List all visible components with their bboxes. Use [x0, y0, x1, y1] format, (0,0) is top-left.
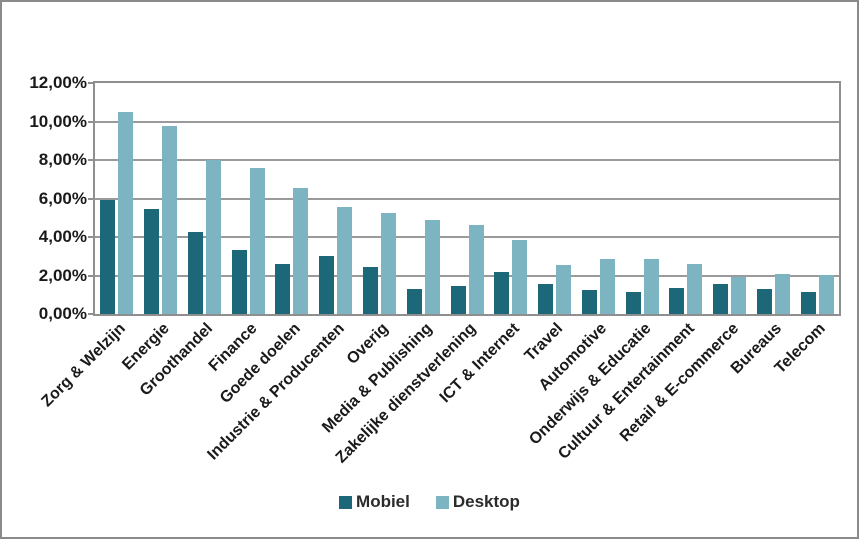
x-axis-label: Zorg & Welzijn [38, 320, 129, 411]
desktop-bar [468, 224, 484, 314]
bar-group [708, 83, 752, 314]
x-axis-label: ICT & Internet [436, 320, 523, 407]
desktop-bar [424, 219, 440, 314]
desktop-bar [731, 277, 747, 314]
mobiel-bar [187, 232, 203, 314]
bar-group [226, 83, 270, 314]
y-axis-tick [88, 274, 94, 277]
desktop-bar [643, 259, 659, 314]
bar-group [270, 83, 314, 314]
legend-label-desktop: Desktop [452, 492, 520, 511]
legend-label-mobiel: Mobiel [356, 492, 410, 511]
bars-layer [95, 83, 839, 314]
y-axis-label: 2,00% [38, 265, 87, 285]
mobiel-bar [800, 291, 816, 314]
y-axis-tick [88, 82, 94, 84]
bar-group [139, 83, 183, 314]
y-axis-tick [88, 236, 94, 238]
bar-group [489, 83, 533, 314]
y-axis-label: 12,00% [29, 73, 87, 92]
desktop-bar [818, 274, 834, 314]
mobiel-bar [756, 288, 772, 314]
desktop-bar [118, 111, 134, 314]
mobiel-bar [669, 288, 685, 314]
desktop-bar [380, 212, 396, 314]
gridline [95, 236, 839, 238]
mobiel-bar [494, 271, 510, 314]
gridline [95, 159, 839, 161]
bar-group [795, 83, 839, 314]
mobiel-bar [362, 266, 378, 314]
mobiel-bar [713, 284, 729, 314]
desktop-bar [512, 239, 528, 314]
mobiel-bar [144, 209, 160, 314]
desktop-bar [205, 160, 221, 314]
gridline [95, 120, 839, 123]
desktop-bar [599, 259, 615, 314]
bar-group [314, 83, 358, 314]
mobiel-bar [581, 289, 597, 314]
bar-group [358, 83, 402, 314]
desktop-swatch [435, 495, 449, 509]
y-axis-tick [88, 120, 94, 123]
gridline [95, 197, 839, 200]
y-axis-label: 10,00% [29, 111, 87, 131]
mobiel-bar [231, 250, 247, 314]
bar-group [751, 83, 795, 314]
mobiel-swatch [339, 495, 353, 509]
y-axis-label: 0,00% [38, 304, 87, 323]
bar-group [445, 83, 489, 314]
desktop-bar [337, 207, 353, 314]
desktop-bar [293, 187, 309, 314]
mobiel-bar [625, 291, 641, 314]
bar-group [95, 83, 139, 314]
y-axis-tick [88, 313, 94, 315]
bar-group [576, 83, 620, 314]
mobiel-bar [100, 200, 116, 314]
y-axis-tick [88, 197, 94, 200]
bar-group [664, 83, 708, 314]
y-axis-tick [88, 159, 94, 161]
desktop-bar [249, 167, 265, 314]
desktop-bar [774, 273, 790, 314]
plot-area [93, 81, 841, 316]
mobiel-bar [406, 288, 422, 314]
y-axis-label: 8,00% [38, 150, 87, 169]
legend-item-desktop: Desktop [435, 492, 520, 512]
mobiel-bar [450, 286, 466, 314]
bar-group [183, 83, 227, 314]
bar-group [401, 83, 445, 314]
desktop-bar [556, 264, 572, 314]
legend-item-mobiel: Mobiel [339, 492, 410, 512]
bar-group [533, 83, 577, 314]
y-axis-label: 6,00% [38, 188, 87, 208]
desktop-bar [162, 126, 178, 314]
gridline [95, 274, 839, 277]
bar-group [620, 83, 664, 314]
mobiel-bar [538, 284, 554, 314]
mobiel-bar [275, 263, 291, 314]
legend: Mobiel Desktop [2, 492, 857, 512]
y-axis-label: 4,00% [38, 227, 87, 246]
mobiel-bar [319, 256, 335, 314]
desktop-bar [687, 263, 703, 314]
